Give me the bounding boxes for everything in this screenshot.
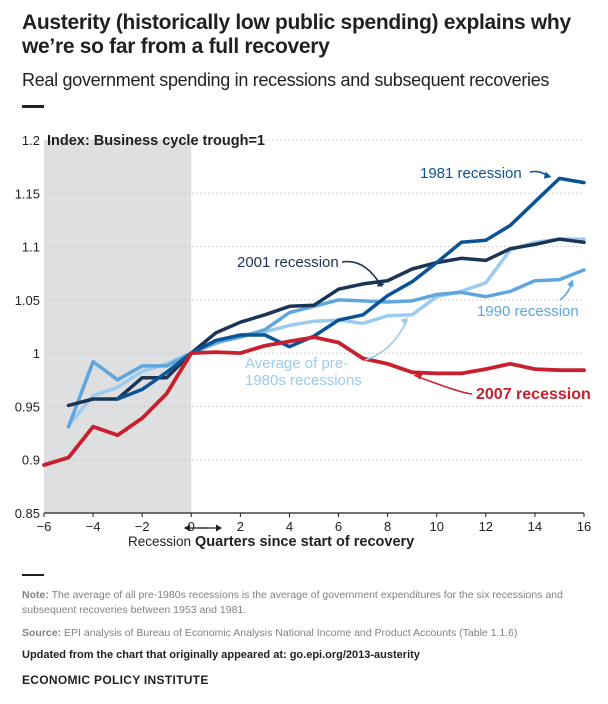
chart-title: Austerity (historically low public spend… (22, 11, 571, 58)
arrowhead-1990 (567, 279, 574, 288)
chart-subtitle: Real government spending in recessions a… (22, 70, 550, 90)
x-tick-label: 2 (237, 519, 244, 534)
arrowhead-2001 (377, 280, 385, 287)
y-axis-title: Index: Business cycle trough=1 (47, 133, 265, 149)
series-line-r1981 (115, 176, 586, 401)
x-tick-label: −6 (37, 519, 52, 534)
line-chart: 0.85 0.9 0.95 1 1.05 1.1 1.15 1.2 −6 −4 −2 0 2 4 6 8 10 1… (15, 133, 592, 550)
arrowhead-2007 (415, 373, 423, 380)
chart-source: Source: EPI analysis of Bureau of Econom… (22, 626, 592, 641)
y-tick-label: 0.95 (15, 399, 40, 414)
footer-divider (22, 574, 44, 576)
series-line-r2007 (42, 335, 586, 467)
x-tick-label: 16 (577, 519, 591, 534)
chart-note: Note: The average of all pre-1980s reces… (22, 588, 592, 618)
arrowhead-1981 (543, 171, 552, 179)
recession-arrowhead (184, 524, 190, 532)
x-tick-label: 10 (429, 519, 443, 534)
label-pre1980-line2: 1980s recessions (245, 372, 362, 389)
arrowhead-pre1980 (400, 317, 409, 325)
organization-name: ECONOMIC POLICY INSTITUTE (22, 673, 209, 687)
pointer-pre1980 (364, 319, 408, 361)
source-text: EPI analysis of Bureau of Economic Analy… (64, 627, 518, 639)
x-tick-label: −4 (86, 519, 101, 534)
x-tick-label: 14 (528, 519, 542, 534)
x-tick-label: 4 (286, 519, 293, 534)
x-tick-label: −2 (135, 519, 150, 534)
source-label: Source: (22, 627, 62, 639)
y-tick-label: 0.9 (22, 453, 40, 468)
recession-label: Recession (128, 534, 191, 549)
x-tick-label: 0 (188, 519, 195, 534)
y-tick-label: 1.2 (22, 133, 40, 148)
x-tick-label: 6 (335, 519, 342, 534)
label-1990-recession: 1990 recession (477, 303, 579, 320)
series-line-r2001 (66, 237, 586, 408)
label-2001-recession: 2001 recession (237, 254, 339, 271)
note-text: The average of all pre-1980s recessions … (22, 589, 563, 616)
recovery-arrowhead (216, 524, 222, 532)
pointer-2007 (413, 374, 473, 395)
label-2007-recession: 2007 recession (476, 386, 591, 403)
label-pre1980-line1: Average of pre- (245, 355, 348, 372)
y-tick-label: 1.05 (15, 293, 40, 308)
x-tick-label: 8 (384, 519, 391, 534)
title-divider (22, 105, 44, 108)
y-tick-label: 1 (33, 346, 40, 361)
y-tick-label: 1.1 (22, 240, 40, 255)
recession-shade (44, 140, 192, 513)
x-axis-title: Quarters since start of recovery (195, 534, 414, 550)
updated-link-text: Updated from the chart that originally a… (22, 649, 420, 661)
series-line-r1990 (66, 268, 586, 429)
x-tick-label: 12 (479, 519, 493, 534)
label-1981-recession: 1981 recession (420, 165, 522, 182)
y-tick-label: 0.85 (15, 506, 40, 521)
y-tick-label: 1.15 (15, 186, 40, 201)
note-label: Note: (22, 589, 49, 601)
